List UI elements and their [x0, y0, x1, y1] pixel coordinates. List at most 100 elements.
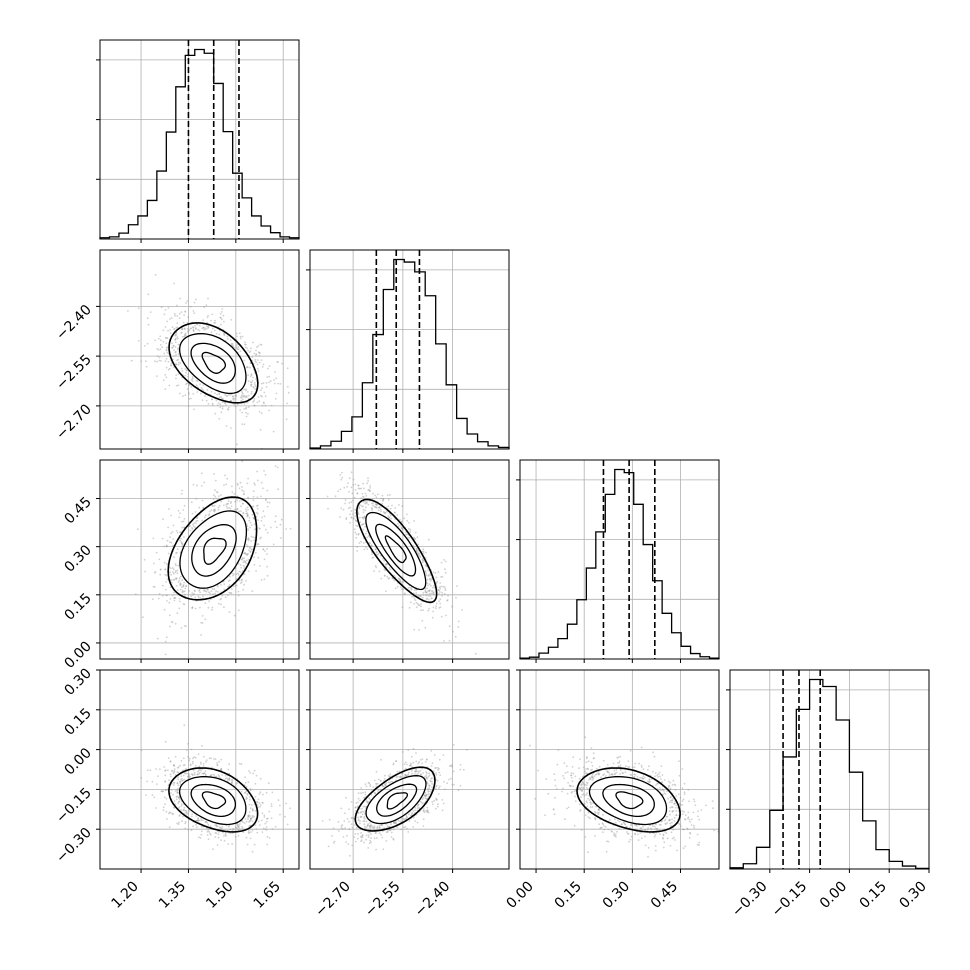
- sample-point: [245, 798, 248, 801]
- sample-point: [585, 786, 588, 789]
- sample-point: [361, 834, 364, 836]
- sample-point: [427, 609, 430, 612]
- sample-point: [430, 585, 432, 587]
- sample-point: [412, 810, 415, 812]
- sample-point: [420, 603, 422, 605]
- sample-point: [180, 493, 183, 495]
- sample-point: [153, 562, 155, 565]
- sample-point: [187, 775, 190, 778]
- y-tick-label: 0.15: [61, 590, 94, 623]
- sample-point: [698, 841, 700, 844]
- sample-point: [248, 814, 250, 816]
- sample-point: [174, 345, 177, 348]
- sample-point: [594, 817, 597, 820]
- sample-point: [237, 590, 240, 593]
- sample-point: [587, 812, 590, 814]
- sample-point: [286, 367, 289, 370]
- sample-point: [186, 375, 189, 378]
- sample-point: [580, 829, 583, 831]
- sample-point: [165, 337, 168, 339]
- sample-point: [180, 332, 183, 334]
- sample-point: [189, 305, 192, 308]
- sample-point: [400, 776, 403, 779]
- sample-point: [440, 561, 443, 564]
- sample-point: [354, 806, 357, 809]
- sample-point: [450, 777, 452, 780]
- sample-point: [362, 523, 364, 525]
- sample-point: [189, 524, 191, 527]
- sample-point: [177, 776, 180, 779]
- sample-point: [671, 810, 674, 813]
- sample-point: [414, 820, 417, 822]
- sample-point: [161, 790, 164, 793]
- sample-point: [377, 553, 379, 556]
- sample-point: [215, 332, 218, 335]
- sample-point: [581, 793, 584, 796]
- sample-point: [259, 805, 261, 808]
- sample-point: [413, 538, 416, 540]
- sample-point: [359, 504, 361, 507]
- sample-point: [218, 417, 221, 420]
- sample-point: [174, 334, 177, 337]
- sample-point: [205, 821, 207, 823]
- sample-point: [382, 848, 385, 851]
- sample-point: [382, 785, 385, 788]
- sample-point: [174, 803, 177, 805]
- sample-point: [416, 805, 419, 807]
- sample-point: [418, 554, 421, 556]
- sample-point: [257, 798, 260, 801]
- sample-point: [175, 326, 178, 329]
- sample-point: [173, 327, 176, 330]
- sample-point: [439, 774, 442, 777]
- sample-point: [213, 758, 215, 760]
- sample-point: [355, 519, 358, 522]
- sample-point: [259, 527, 261, 530]
- y-tick-label: −2.40: [53, 302, 95, 344]
- sample-point: [250, 818, 252, 821]
- sample-point: [217, 836, 220, 839]
- sample-point: [587, 816, 590, 818]
- sample-point: [254, 528, 256, 531]
- sample-point: [681, 810, 684, 813]
- sample-point: [163, 796, 166, 799]
- sample-point: [214, 592, 217, 595]
- sample-point: [654, 775, 656, 778]
- sample-point: [415, 606, 418, 609]
- sample-point: [360, 505, 363, 507]
- sample-point: [382, 498, 385, 501]
- sample-point: [183, 335, 186, 338]
- sample-point: [224, 596, 227, 599]
- sample-point: [195, 379, 198, 382]
- sample-point: [231, 779, 234, 781]
- sample-point: [235, 826, 237, 829]
- sample-point: [185, 811, 188, 814]
- sample-point: [200, 817, 203, 820]
- sample-point: [175, 363, 178, 366]
- sample-point: [424, 590, 427, 593]
- sample-point: [388, 567, 391, 569]
- sample-point: [414, 773, 416, 775]
- sample-point: [215, 775, 218, 778]
- sample-point: [245, 796, 248, 798]
- sample-point: [244, 561, 247, 563]
- sample-point: [196, 516, 199, 519]
- sample-point: [374, 494, 376, 497]
- sample-point: [159, 568, 162, 571]
- sample-point: [343, 820, 346, 822]
- sample-point: [610, 830, 613, 832]
- sample-point: [444, 560, 447, 563]
- sample-point: [409, 762, 412, 765]
- sample-point: [364, 793, 367, 796]
- sample-point: [165, 349, 168, 352]
- sample-point: [376, 506, 378, 509]
- sample-point: [250, 548, 253, 551]
- sample-point: [162, 518, 164, 521]
- sample-point: [237, 348, 239, 351]
- sample-point: [176, 326, 179, 329]
- sample-point: [666, 822, 668, 824]
- sample-point: [255, 774, 258, 777]
- sample-point: [429, 580, 432, 582]
- sample-point: [377, 509, 380, 512]
- sample-point: [179, 780, 182, 783]
- sample-point: [212, 848, 214, 851]
